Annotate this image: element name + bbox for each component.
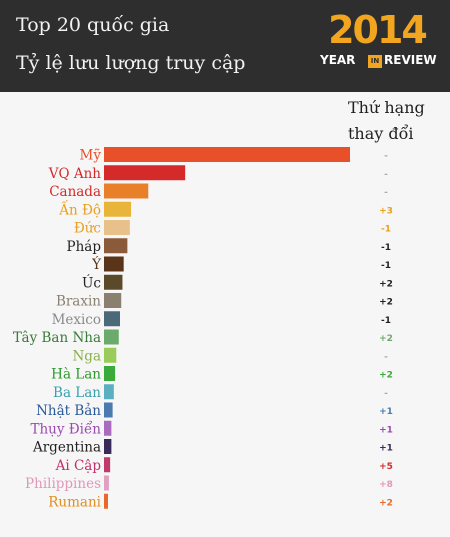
bar-4 xyxy=(104,220,130,235)
rank-change-10: +2 xyxy=(379,334,393,344)
bar-8 xyxy=(104,293,122,308)
title-line-2: Tỷ lệ lưu lượng truy cập xyxy=(16,52,246,74)
rank-change-9: -1 xyxy=(381,316,391,326)
bar-15 xyxy=(104,420,112,436)
country-label-9: Mexico xyxy=(52,312,101,328)
country-label-3: Ấn Độ xyxy=(58,200,101,218)
country-label-16: Argentina xyxy=(32,440,101,456)
bar-0 xyxy=(104,147,350,162)
rank-change-2: - xyxy=(384,188,388,198)
bar-2 xyxy=(104,183,149,199)
country-label-17: Ai Cập xyxy=(55,458,101,474)
country-label-11: Nga xyxy=(72,348,101,364)
rank-change-18: +8 xyxy=(379,480,393,490)
country-label-10: Tây Ban Nha xyxy=(13,330,101,346)
rank-change-0: - xyxy=(384,152,388,162)
rank-change-15: +1 xyxy=(379,425,393,435)
country-label-13: Ba Lan xyxy=(53,385,101,401)
country-label-15: Thụy Điển xyxy=(30,421,101,437)
rank-change-11: - xyxy=(384,352,388,362)
bar-5 xyxy=(104,238,128,254)
rank-change-7: +2 xyxy=(379,279,393,289)
country-label-12: Hà Lan xyxy=(51,367,101,383)
bar-1 xyxy=(104,165,186,181)
country-label-18: Philippines xyxy=(25,476,101,492)
bar-17 xyxy=(104,457,111,473)
rank-change-14: +1 xyxy=(379,407,393,417)
badge-in-word: IN xyxy=(368,55,382,68)
bar-18 xyxy=(104,475,109,491)
bar-9 xyxy=(104,311,120,327)
bar-11 xyxy=(104,347,117,363)
rank-change-17: +5 xyxy=(379,462,393,472)
bar-16 xyxy=(104,439,112,454)
bar-7 xyxy=(104,274,123,290)
country-label-2: Canada xyxy=(49,184,101,200)
rank-header-line-2: thay đổi xyxy=(348,124,414,143)
rank-change-1: - xyxy=(384,170,388,180)
country-label-0: Mỹ xyxy=(80,148,102,164)
rank-change-6: -1 xyxy=(381,261,391,271)
country-label-4: Đức xyxy=(74,221,101,237)
title-line-1: Top 20 quốc gia xyxy=(16,14,170,36)
badge-review-word: REVIEW xyxy=(384,53,437,67)
year-in-review-badge: YEAR IN REVIEW xyxy=(318,51,437,71)
bar-6 xyxy=(104,256,124,272)
bar-10 xyxy=(104,329,119,345)
country-label-1: VQ Anh xyxy=(48,166,102,182)
bar-19 xyxy=(104,493,108,509)
rank-change-13: - xyxy=(384,389,388,399)
country-label-7: Úc xyxy=(82,274,101,291)
country-label-5: Pháp xyxy=(67,239,101,255)
badge-year-word: YEAR xyxy=(320,53,356,67)
rank-header-line-1: Thứ hạng xyxy=(348,98,425,117)
rank-change-16: +1 xyxy=(379,444,393,454)
rank-change-4: -1 xyxy=(381,225,391,235)
year-badge: 2014 xyxy=(328,8,428,52)
rank-change-5: -1 xyxy=(381,243,391,253)
rank-change-3: +3 xyxy=(379,206,393,216)
bar-12 xyxy=(104,366,116,381)
header-banner: Top 20 quốc gia Tỷ lệ lưu lượng truy cập… xyxy=(0,0,450,92)
bar-14 xyxy=(104,402,113,418)
country-label-19: Rumani xyxy=(48,494,101,510)
country-label-8: Braxin xyxy=(56,294,101,310)
country-label-6: Ý xyxy=(91,257,102,273)
bar-3 xyxy=(104,201,132,217)
country-label-14: Nhật Bản xyxy=(36,403,101,419)
rank-change-8: +2 xyxy=(379,298,393,308)
rank-change-19: +2 xyxy=(379,498,393,508)
rank-change-12: +2 xyxy=(379,371,393,381)
bar-13 xyxy=(104,384,114,400)
